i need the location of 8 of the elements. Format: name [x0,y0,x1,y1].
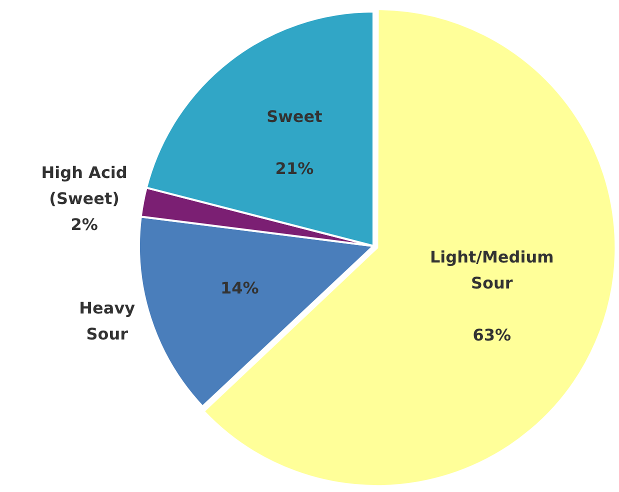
slice-label: Sweet [266,107,323,126]
slice-label: High Acid (Sweet) [41,162,128,208]
slice-label: Heavy Sour [79,298,136,344]
data-label: 14% [220,278,259,298]
data-label: 2% [70,214,98,234]
data-label: 21% [275,159,314,178]
data-label: 63% [472,325,512,344]
slice-label: Light/Medium Sour [430,247,554,292]
